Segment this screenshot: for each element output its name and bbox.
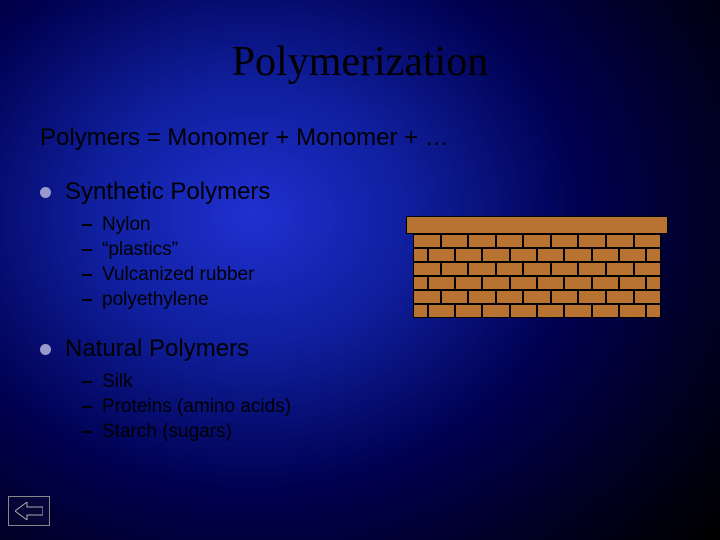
item-text: Silk: [102, 371, 133, 393]
bullet-icon: [40, 187, 51, 198]
brick-row: [413, 234, 661, 248]
item-text: Proteins (amino acids): [102, 396, 291, 418]
slide-title: Polymerization: [0, 0, 720, 86]
item-text: Starch (sugars): [102, 421, 232, 443]
list-item: Starch (sugars): [82, 421, 720, 443]
item-text: polyethylene: [102, 289, 209, 311]
back-arrow-icon: [15, 502, 43, 520]
dash-icon: [82, 381, 92, 383]
brick-row: [413, 262, 661, 276]
item-text: Vulcanized rubber: [102, 264, 254, 286]
item-text: “plastics”: [102, 239, 178, 261]
dash-icon: [82, 274, 92, 276]
brick-cap: [406, 216, 668, 234]
heading-text: Natural Polymers: [65, 335, 249, 363]
heading-text: Synthetic Polymers: [65, 178, 270, 206]
dash-icon: [82, 299, 92, 301]
brick-row: [413, 248, 661, 262]
brick-row: [413, 276, 661, 290]
dash-icon: [82, 406, 92, 408]
list-item: Silk: [82, 371, 720, 393]
brick-body: [413, 234, 661, 318]
dash-icon: [82, 431, 92, 433]
brick-row: [413, 290, 661, 304]
list-item: Proteins (amino acids): [82, 396, 720, 418]
bullet-icon: [40, 344, 51, 355]
dash-icon: [82, 224, 92, 226]
section-heading-natural: Natural Polymers: [40, 335, 720, 363]
section-heading-synthetic: Synthetic Polymers: [40, 178, 720, 206]
brick-row: [413, 304, 661, 318]
item-text: Nylon: [102, 214, 151, 236]
dash-icon: [82, 249, 92, 251]
brick-wall-graphic: [406, 216, 668, 326]
back-button[interactable]: [8, 496, 50, 526]
equation-text: Polymers = Monomer + Monomer + …: [40, 124, 720, 152]
